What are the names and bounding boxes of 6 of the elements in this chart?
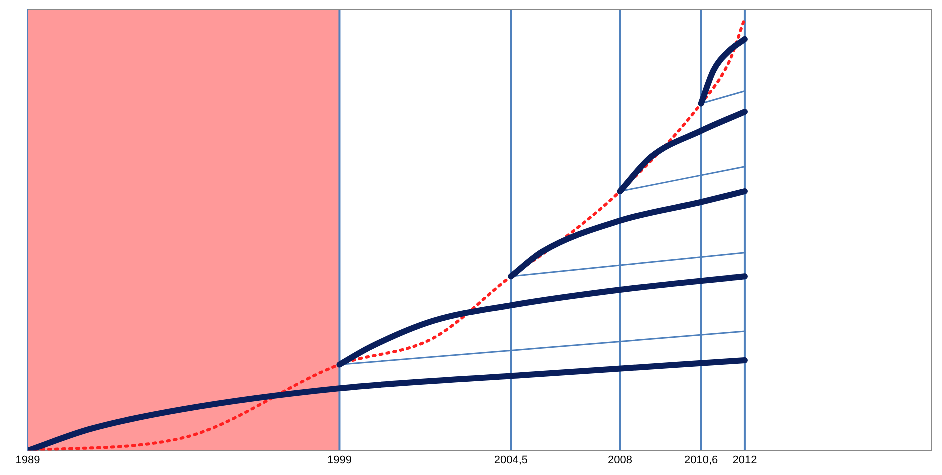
x-tick-label: 2008	[608, 454, 633, 466]
x-tick-label: 1989	[16, 454, 40, 466]
x-tick-label: 2010,6	[684, 454, 718, 466]
x-tick-label: 2012	[732, 454, 758, 466]
x-tick-label: 1999	[327, 454, 352, 466]
x-tick-label: 2004,5	[494, 454, 528, 466]
